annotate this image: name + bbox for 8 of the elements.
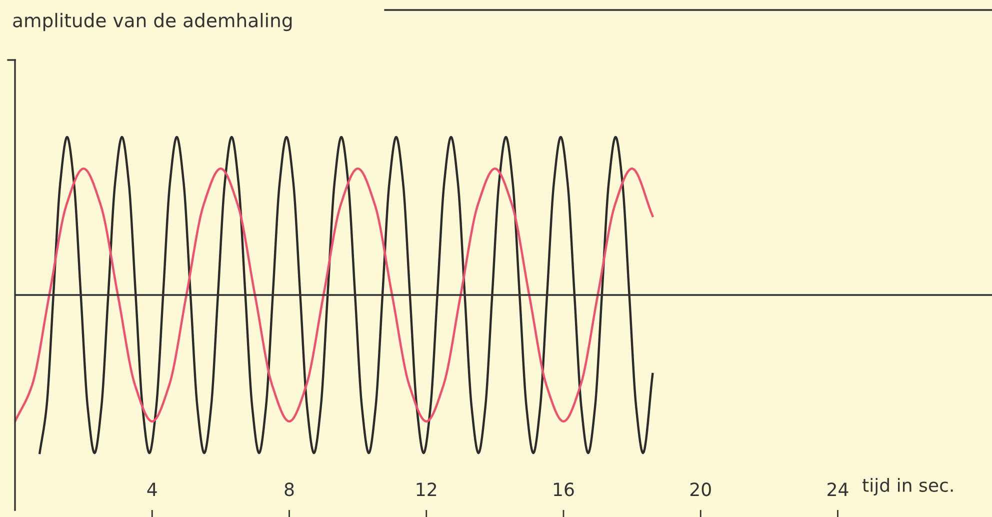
x-axis-title: tijd in sec. — [862, 478, 953, 496]
x-tick-label: 24 — [828, 482, 848, 496]
x-tick-label: 20 — [690, 482, 711, 496]
x-tick-label: 8 — [284, 482, 294, 496]
text: amplitude van de ademhaling — [13, 12, 292, 32]
x-tick-label: 12 — [416, 482, 436, 496]
x-tick-label: 4 — [147, 482, 157, 496]
x-tick-label: 16 — [554, 482, 574, 496]
